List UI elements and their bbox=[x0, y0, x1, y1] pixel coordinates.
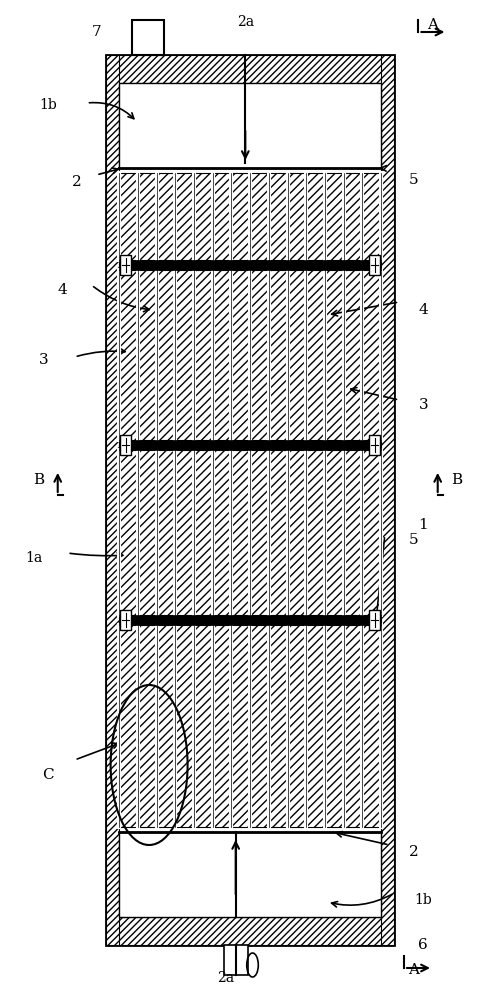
Bar bbox=[369, 255, 379, 275]
Bar bbox=[380, 55, 394, 945]
Bar bbox=[106, 55, 394, 945]
Text: 1b: 1b bbox=[414, 893, 431, 907]
Bar bbox=[106, 55, 394, 83]
Text: 2: 2 bbox=[408, 845, 418, 859]
Text: A: A bbox=[427, 18, 437, 32]
Text: C: C bbox=[42, 768, 54, 782]
Bar bbox=[120, 610, 131, 630]
Text: B: B bbox=[450, 473, 462, 487]
Bar bbox=[119, 450, 380, 615]
Text: 1: 1 bbox=[418, 518, 427, 532]
Bar bbox=[369, 610, 379, 630]
Bar bbox=[119, 440, 380, 450]
Text: 1a: 1a bbox=[25, 551, 42, 565]
Text: 3: 3 bbox=[38, 353, 48, 367]
Bar bbox=[106, 55, 119, 945]
Text: 3: 3 bbox=[418, 398, 427, 412]
Bar bbox=[369, 435, 379, 455]
Text: 2a: 2a bbox=[217, 971, 234, 985]
Bar bbox=[120, 255, 131, 275]
Text: 4: 4 bbox=[418, 303, 427, 317]
Bar bbox=[119, 270, 380, 440]
Text: 2: 2 bbox=[72, 175, 82, 189]
Bar bbox=[119, 83, 380, 168]
Text: 7: 7 bbox=[91, 25, 101, 39]
Text: A: A bbox=[408, 963, 418, 977]
Text: 1b: 1b bbox=[39, 98, 57, 112]
Bar bbox=[132, 20, 163, 55]
Bar bbox=[119, 832, 380, 917]
Bar bbox=[119, 615, 380, 625]
Text: 5: 5 bbox=[408, 533, 418, 547]
Bar bbox=[119, 625, 380, 827]
Text: B: B bbox=[33, 473, 44, 487]
Text: 5: 5 bbox=[408, 173, 418, 187]
Bar bbox=[120, 435, 131, 455]
Bar bbox=[223, 945, 247, 975]
Text: 6: 6 bbox=[418, 938, 427, 952]
Text: 2a: 2a bbox=[236, 15, 253, 29]
Bar bbox=[119, 173, 380, 260]
Bar bbox=[106, 917, 394, 945]
Text: 4: 4 bbox=[58, 283, 67, 297]
Bar bbox=[119, 260, 380, 270]
